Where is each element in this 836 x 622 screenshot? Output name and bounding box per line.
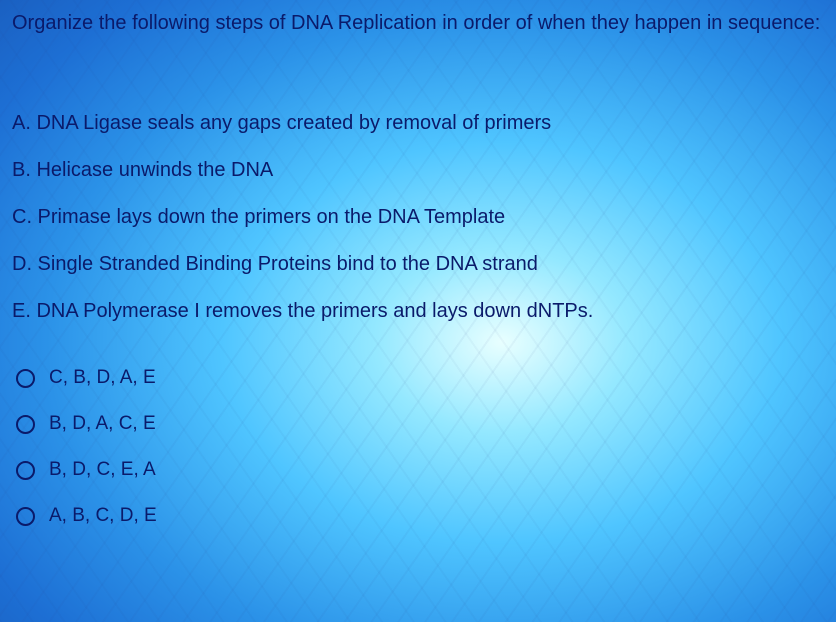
quiz-question-container: Organize the following steps of DNA Repl… (0, 0, 836, 622)
answer-option-label: B, D, A, C, E (49, 413, 156, 435)
question-prompt: Organize the following steps of DNA Repl… (12, 8, 824, 38)
step-d: D. Single Stranded Binding Proteins bind… (12, 251, 824, 278)
answer-option-label: B, D, C, E, A (49, 459, 156, 481)
answer-option-1[interactable]: C, B, D, A, E (12, 367, 824, 389)
radio-icon (16, 461, 35, 480)
radio-icon (16, 369, 35, 388)
answer-option-2[interactable]: B, D, A, C, E (12, 413, 824, 435)
answer-option-3[interactable]: B, D, C, E, A (12, 459, 824, 481)
step-a: A. DNA Ligase seals any gaps created by … (12, 110, 824, 137)
answer-option-4[interactable]: A, B, C, D, E (12, 505, 824, 527)
step-c: C. Primase lays down the primers on the … (12, 204, 824, 231)
radio-icon (16, 415, 35, 434)
answer-option-label: A, B, C, D, E (49, 505, 157, 527)
answer-option-label: C, B, D, A, E (49, 367, 156, 389)
step-b: B. Helicase unwinds the DNA (12, 157, 824, 184)
question-steps-list: A. DNA Ligase seals any gaps created by … (12, 110, 824, 325)
step-e: E. DNA Polymerase I removes the primers … (12, 298, 824, 325)
radio-icon (16, 507, 35, 526)
answer-options-list: C, B, D, A, E B, D, A, C, E B, D, C, E, … (12, 367, 824, 527)
